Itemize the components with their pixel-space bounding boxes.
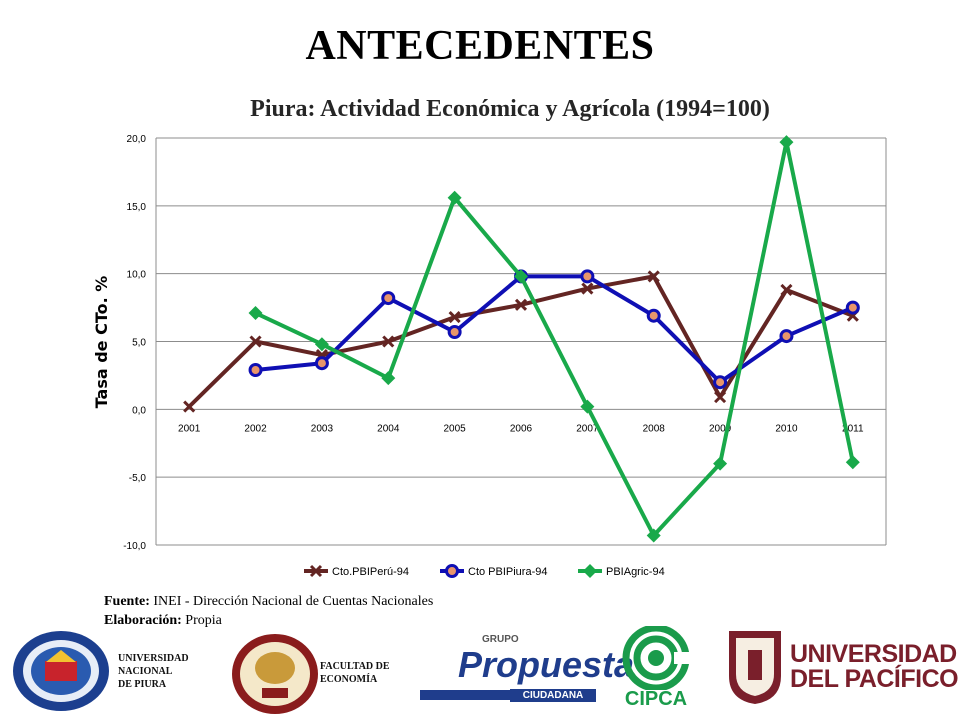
propuesta-sub: CIUDADANA — [510, 689, 596, 702]
data-point — [248, 306, 263, 321]
legend-label: Cto.PBIPerú-94 — [332, 566, 409, 578]
data-point — [646, 528, 661, 543]
data-point — [780, 283, 793, 297]
up-name: UNIVERSIDAD DEL PACÍFICO — [790, 640, 959, 693]
x-tick-label: 2004 — [377, 423, 400, 434]
cipca-name: CIPCA — [624, 688, 688, 710]
x-tick-label: 2008 — [643, 423, 666, 434]
data-point — [249, 335, 262, 348]
unp-name: UNIVERSIDAD NACIONAL DE PIURA — [118, 653, 189, 690]
x-tick-label: 2006 — [510, 423, 533, 434]
economia-seal-logo — [232, 634, 318, 714]
data-point — [448, 311, 461, 324]
propuesta-main: Propuesta — [458, 644, 635, 685]
up-seal-logo — [729, 631, 781, 704]
y-tick-label: 5,0 — [132, 338, 146, 349]
y-axis-label: Tasa de CTo. % — [92, 276, 111, 409]
source-note: Fuente: INEI - Dirección Nacional de Cue… — [104, 594, 434, 609]
y-tick-label: 0,0 — [132, 405, 146, 416]
legend-marker — [445, 564, 459, 578]
legend-marker — [309, 564, 323, 578]
legend-item-1: Cto.PBIPerú-94 — [304, 564, 409, 578]
data-point — [580, 399, 595, 414]
chart-notes: Fuente: INEI - Dirección Nacional de Cue… — [104, 592, 433, 630]
data-point — [779, 329, 794, 344]
data-point — [314, 356, 329, 371]
x-tick-label: 2011 — [842, 423, 864, 434]
cipca-logo — [622, 626, 694, 690]
y-tick-label: 10,0 — [127, 270, 147, 281]
legend-label: PBIAgric-94 — [606, 566, 665, 578]
slide-title: ANTECEDENTES — [305, 23, 655, 69]
x-tick-label: 2010 — [775, 423, 798, 434]
data-point — [447, 325, 462, 340]
data-point — [183, 400, 196, 413]
legend-marker — [583, 564, 597, 578]
propuesta-ciudadana-logo: GRUPO Propuesta CIUDADANA — [420, 634, 634, 702]
data-point — [646, 308, 661, 323]
data-point — [314, 337, 329, 352]
legend: Cto.PBIPerú-94 Cto PBIPiura-94 PBIAgric-94 — [304, 564, 665, 578]
data-point — [713, 375, 728, 390]
legend-item-2: Cto PBIPiura-94 — [440, 564, 547, 578]
data-point — [779, 135, 794, 150]
data-point — [845, 455, 860, 470]
series-line — [254, 140, 855, 538]
y-axis-ticks: 20,0 15,0 10,0 5,0 0,0 -5,0 -10,0 — [123, 134, 146, 552]
elaboration-note: Elaboración: Propia — [104, 613, 222, 628]
series-3 — [248, 135, 860, 543]
y-tick-label: 20,0 — [127, 134, 147, 145]
x-tick-label: 2009 — [709, 423, 732, 434]
series-line — [255, 274, 854, 385]
data-point — [381, 291, 396, 306]
legend-label: Cto PBIPiura-94 — [468, 566, 547, 578]
data-point — [514, 269, 528, 284]
chart-title: Piura: Actividad Económica y Agrícola (1… — [250, 96, 770, 122]
x-tick-label: 2001 — [178, 423, 201, 434]
x-tick-label: 2005 — [444, 423, 467, 434]
legend-item-3: PBIAgric-94 — [578, 564, 665, 578]
unp-seal-logo — [13, 631, 109, 711]
data-point — [514, 298, 528, 311]
y-tick-label: -10,0 — [123, 541, 146, 552]
propuesta-grupo: GRUPO — [482, 634, 519, 645]
propuesta-underline — [420, 690, 510, 700]
y-tick-label: 15,0 — [127, 202, 147, 213]
data-point — [580, 269, 595, 284]
data-point — [845, 300, 860, 315]
data-point — [381, 371, 396, 386]
data-point — [713, 456, 728, 471]
data-point — [581, 282, 594, 295]
data-point — [647, 270, 660, 283]
data-point — [714, 391, 727, 404]
data-point — [447, 190, 462, 205]
data-point — [382, 335, 395, 348]
x-tick-label: 2007 — [576, 423, 599, 434]
series-layer — [183, 135, 860, 543]
series-2 — [248, 269, 860, 390]
x-tick-label: 2003 — [311, 423, 334, 434]
y-tick-label: -5,0 — [129, 473, 147, 484]
x-tick-label: 2002 — [244, 423, 267, 434]
line-chart: Piura: Actividad Económica y Agrícola (1… — [92, 96, 887, 578]
data-point — [248, 362, 263, 377]
economia-name: FACULTAD DE ECONOMÍA — [320, 661, 390, 685]
x-axis-ticks: 2001 2002 2003 2004 2005 2006 2007 2008 2009 2010… — [178, 423, 864, 434]
